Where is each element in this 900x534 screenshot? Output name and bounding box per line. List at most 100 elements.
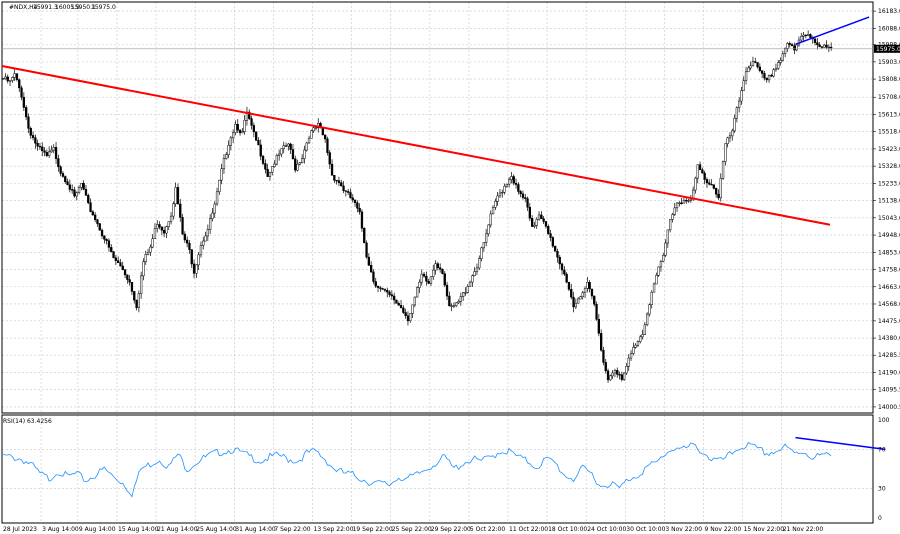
y-tick-label: 15423.0: [878, 146, 900, 153]
candle-body: [455, 302, 458, 306]
candle-body: [662, 255, 665, 262]
candle-body: [266, 168, 269, 177]
rsi-title: RSI(14) 63.4256: [3, 418, 52, 425]
candle-body: [749, 65, 752, 69]
candle-body: [537, 214, 541, 220]
candle-body: [94, 214, 97, 220]
candle-body: [406, 315, 410, 322]
candle-body: [213, 203, 216, 214]
candle-body: [521, 193, 525, 198]
candle-body: [250, 118, 253, 126]
candle-body: [68, 184, 71, 190]
candle-body: [347, 191, 350, 193]
candle-body: [186, 239, 189, 244]
candle-body: [809, 34, 812, 38]
candle-body: [761, 70, 764, 74]
candle-body: [480, 247, 483, 259]
candle-body: [87, 194, 90, 203]
candle-body: [232, 132, 235, 139]
blue-price-trendline: [795, 16, 870, 45]
candle-body: [206, 229, 209, 237]
candle-body: [13, 73, 16, 78]
candle-body: [425, 275, 428, 282]
candle-body: [324, 134, 327, 140]
candle-body: [632, 347, 635, 354]
candle-body: [365, 242, 368, 258]
candle-body: [220, 168, 223, 181]
candle-body: [733, 117, 736, 132]
candle-body: [321, 127, 325, 136]
candle-body: [4, 76, 7, 79]
candle-body: [459, 296, 463, 302]
candle-body: [374, 281, 377, 287]
candle-body: [758, 66, 762, 71]
candle-body: [795, 44, 798, 51]
candle-body: [717, 193, 720, 199]
candle-body: [524, 197, 527, 199]
candle-body: [15, 73, 19, 80]
candle-body: [777, 62, 780, 69]
candle-body: [623, 372, 626, 380]
candle-body: [236, 124, 239, 131]
candle-body: [340, 182, 343, 187]
candle-body: [781, 53, 785, 61]
candle-body: [22, 96, 26, 108]
candle-body: [698, 164, 702, 170]
candle-body: [471, 275, 474, 283]
candle-body: [137, 293, 140, 308]
candle-body: [689, 198, 693, 201]
candle-body: [751, 61, 755, 67]
candle-body: [20, 87, 23, 98]
candle-body: [756, 62, 759, 68]
candle-body: [363, 227, 366, 244]
candle-body: [765, 77, 768, 81]
candle-body: [643, 324, 647, 335]
candle-body: [31, 135, 35, 138]
candle-body: [485, 233, 488, 243]
candle-body: [641, 334, 644, 338]
rsi-line: [2, 442, 832, 498]
candle-body: [257, 140, 260, 146]
candle-body: [121, 265, 124, 271]
candle-body: [211, 212, 214, 219]
candle-body: [429, 276, 433, 284]
candle-body: [358, 207, 361, 213]
candle-body: [712, 184, 716, 189]
candle-body: [294, 158, 297, 171]
y-tick-label: 15613.0: [878, 111, 900, 118]
candle-body: [418, 281, 421, 289]
candle-body: [38, 145, 42, 148]
x-tick-label: 30 Oct 10:00: [626, 526, 665, 533]
candle-body: [117, 260, 120, 263]
candle-body: [648, 304, 651, 315]
candle-body: [50, 149, 53, 153]
candle-body: [540, 214, 543, 219]
candle-body: [344, 190, 348, 192]
ohlc-high: 16005.9: [55, 4, 80, 11]
candle-body: [282, 145, 285, 150]
candle-body: [82, 183, 85, 190]
candle-body: [149, 246, 152, 253]
candle-body: [639, 336, 642, 342]
candle-body: [784, 48, 787, 54]
candle-body: [533, 225, 536, 227]
candle-body: [234, 124, 237, 133]
ohlc-low: 15950.1: [71, 4, 96, 11]
candle-body: [505, 183, 509, 187]
candle-body: [682, 200, 686, 204]
candle-body: [432, 269, 435, 277]
candle-body: [183, 233, 186, 241]
candle-body: [370, 265, 373, 273]
candle-body: [671, 214, 674, 220]
candle-body: [337, 180, 341, 183]
candle-body: [786, 43, 789, 49]
candle-body: [351, 197, 354, 201]
candle-body: [66, 181, 69, 186]
candle-body: [701, 169, 704, 174]
candle-body: [673, 207, 676, 215]
candle-body: [123, 269, 127, 276]
candle-body: [158, 224, 161, 228]
y-tick-label: 16183.0: [878, 8, 900, 15]
candle-body: [264, 163, 267, 170]
candle-body: [73, 189, 76, 197]
